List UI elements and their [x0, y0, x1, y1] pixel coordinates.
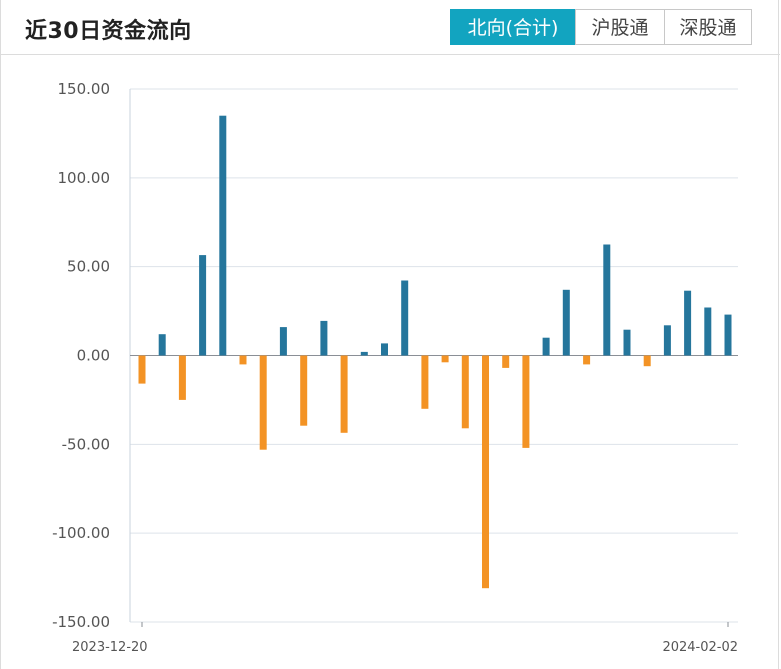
page-title: 近30日资金流向 — [25, 19, 192, 44]
bar — [340, 355, 348, 433]
x-tick-label: 2023-12-20 — [72, 640, 148, 655]
y-tick-label: -50.00 — [62, 435, 110, 453]
y-tick-label: 0.00 — [77, 347, 110, 365]
x-tick-label: 2024-02-02 — [662, 640, 738, 655]
bar — [724, 314, 732, 356]
y-tick-label: 100.00 — [58, 169, 111, 187]
bar — [663, 325, 671, 356]
y-tick-label: -150.00 — [52, 613, 110, 631]
bar — [502, 355, 510, 368]
tab-group: 北向(合计) 沪股通 深股通 — [450, 9, 752, 45]
bar — [603, 244, 611, 356]
bar — [219, 115, 227, 356]
bar — [320, 320, 328, 356]
bar — [381, 343, 388, 356]
bar — [421, 355, 429, 409]
bar — [279, 327, 287, 356]
panel-header: 近30日资金流向 北向(合计) 沪股通 深股通 — [1, 0, 780, 55]
bar — [482, 355, 489, 589]
bar — [461, 355, 469, 429]
bar — [562, 289, 570, 356]
bar — [704, 307, 712, 356]
bar — [522, 355, 530, 448]
bar — [138, 355, 146, 384]
bar — [583, 355, 591, 365]
y-tick-label: 150.00 — [58, 80, 111, 98]
bar — [542, 337, 550, 356]
y-tick-label: 50.00 — [67, 258, 110, 276]
bar — [239, 355, 247, 365]
bar — [178, 355, 186, 400]
bar — [401, 280, 409, 356]
bar — [360, 351, 368, 356]
bar — [643, 355, 651, 367]
y-tick-label: -100.00 — [52, 524, 110, 542]
bar — [623, 329, 631, 356]
bar — [199, 255, 207, 356]
bar — [259, 355, 267, 450]
bar — [684, 290, 692, 356]
tab-northbound-total[interactable]: 北向(合计) — [450, 9, 576, 45]
bar — [158, 334, 166, 356]
bar — [441, 355, 449, 363]
tab-shenzhen-connect[interactable]: 深股通 — [664, 9, 752, 45]
bar — [300, 355, 308, 426]
